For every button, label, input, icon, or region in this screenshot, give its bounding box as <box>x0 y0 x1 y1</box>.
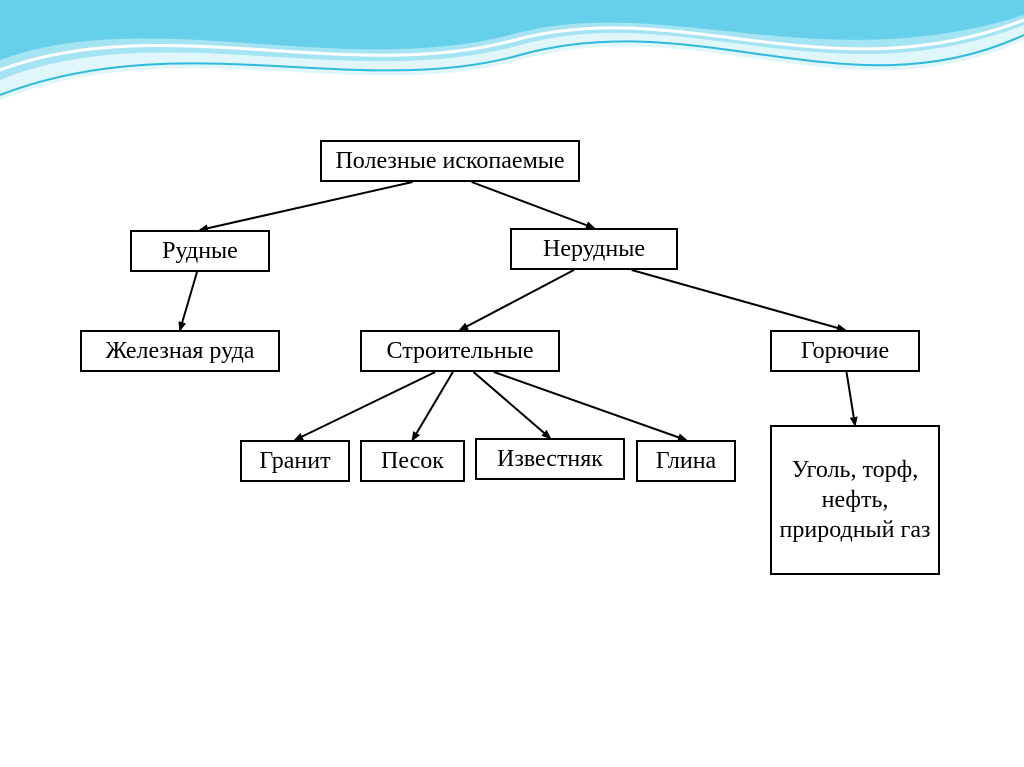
node-label: Нерудные <box>543 234 645 264</box>
node-label: Гранит <box>259 446 330 476</box>
node-label: Железная руда <box>106 336 255 366</box>
node-label: Строительные <box>387 336 534 366</box>
edge-stroit-granit <box>295 372 435 440</box>
edge-rudnye-zhelruda <box>180 272 197 330</box>
node-fuel: Уголь, торф, нефть, природный газ <box>770 425 940 575</box>
edge-stroit-pesok <box>413 372 453 440</box>
edge-root-rudnye <box>200 182 413 230</box>
edge-stroit-glina <box>494 372 686 440</box>
node-label: Горючие <box>801 336 889 366</box>
node-rudnye: Рудные <box>130 230 270 272</box>
node-nerudnye: Нерудные <box>510 228 678 270</box>
node-granit: Гранит <box>240 440 350 482</box>
node-izvestnyak: Известняк <box>475 438 625 480</box>
node-label: Рудные <box>162 236 238 266</box>
edge-stroit-izvestnyak <box>474 372 551 438</box>
node-glina: Глина <box>636 440 736 482</box>
node-pesok: Песок <box>360 440 465 482</box>
node-label: Глина <box>656 446 716 476</box>
minerals-tree-diagram: Полезные ископаемые Рудные Нерудные Желе… <box>0 0 1024 767</box>
node-label: Полезные ископаемые <box>335 146 564 176</box>
node-label: Известняк <box>497 444 603 474</box>
node-label: Уголь, торф, нефть, природный газ <box>772 455 938 545</box>
edge-nerudnye-goryuchie <box>632 270 845 330</box>
node-label: Песок <box>381 446 444 476</box>
node-goryuchie: Горючие <box>770 330 920 372</box>
node-root: Полезные ископаемые <box>320 140 580 182</box>
edge-root-nerudnye <box>472 182 594 228</box>
edge-nerudnye-stroit <box>460 270 574 330</box>
edge-goryuchie-fuel <box>847 372 856 425</box>
node-stroit: Строительные <box>360 330 560 372</box>
node-zhelruda: Железная руда <box>80 330 280 372</box>
diagram-arrows <box>0 0 1024 767</box>
